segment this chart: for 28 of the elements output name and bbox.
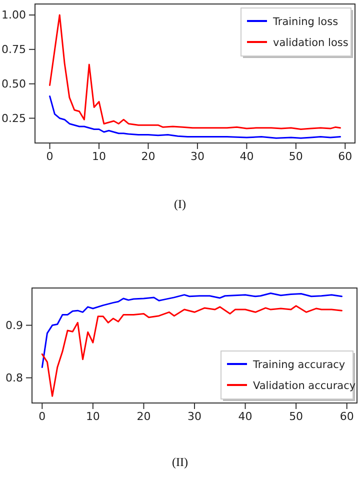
x-tick-label: 30 xyxy=(188,410,202,423)
x-tick-label: 60 xyxy=(338,150,352,163)
y-tick-label: 0.9 xyxy=(6,318,23,332)
y-tick-label: 0.25 xyxy=(2,112,26,125)
x-tick-label: 30 xyxy=(190,150,204,163)
x-tick-label: 0 xyxy=(38,410,46,423)
y-tick-label: 1.00 xyxy=(2,8,26,22)
y-tick-label: 0.50 xyxy=(2,77,26,90)
x-tick-label: 10 xyxy=(86,410,100,423)
x-tick-label: 20 xyxy=(141,150,156,163)
x-tick-label: 0 xyxy=(46,150,54,163)
legend-label: Training accuracy xyxy=(252,359,346,371)
legend-label: Training loss xyxy=(272,16,338,28)
x-tick-label: 40 xyxy=(238,410,252,423)
y-tick-label: 0.75 xyxy=(2,42,26,56)
x-tick-label: 60 xyxy=(340,410,354,423)
x-tick-label: 40 xyxy=(240,150,254,163)
text: (I) xyxy=(174,197,186,211)
x-tick-label: 20 xyxy=(136,410,151,423)
x-tick-label: 10 xyxy=(92,150,106,163)
line-series xyxy=(41,292,343,368)
legend-label: Validation accuracy xyxy=(253,380,356,392)
text: (II) xyxy=(172,455,188,469)
x-tick-label: 50 xyxy=(288,150,303,163)
legend-label: validation loss xyxy=(273,37,348,49)
y-tick-label: 0.8 xyxy=(6,371,23,384)
line-series xyxy=(49,95,341,139)
x-tick-label: 50 xyxy=(289,410,304,423)
